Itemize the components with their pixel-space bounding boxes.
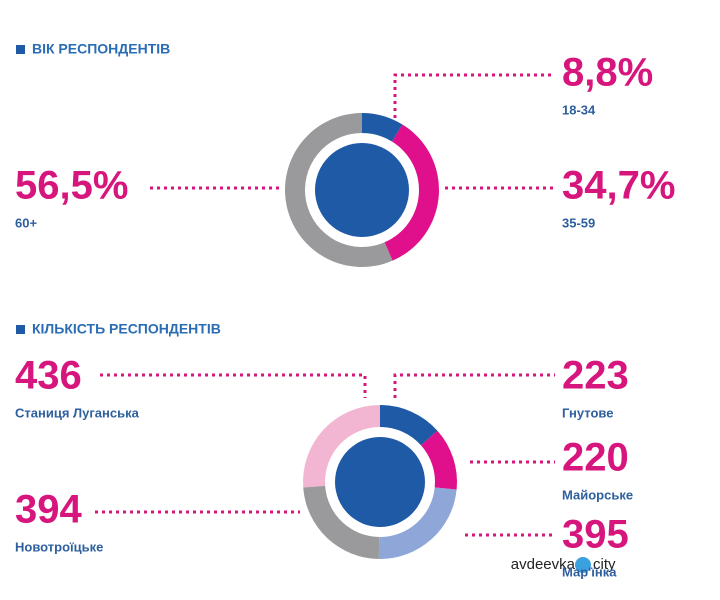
- donut-segment: [420, 430, 458, 490]
- watermark-dot: [575, 557, 591, 573]
- watermark: city: [593, 556, 616, 573]
- donut-segment: [303, 485, 380, 559]
- donut-segment: [378, 487, 457, 559]
- heading-marker: [16, 325, 25, 334]
- donut-center: [315, 143, 409, 237]
- donut-segment: [303, 405, 380, 488]
- value-label: 395: [562, 513, 629, 557]
- connector: [100, 373, 367, 398]
- category-label: 35-59: [562, 215, 595, 230]
- value-label: 34,7%: [562, 164, 675, 208]
- chart-title: ВІК РЕСПОНДЕНТІВ: [32, 41, 170, 57]
- donut-segment: [384, 124, 439, 261]
- value-label: 436: [15, 354, 82, 398]
- connector: [393, 373, 555, 398]
- donut-segment: [285, 113, 393, 268]
- value-label: 8,8%: [562, 51, 653, 95]
- donut-center: [335, 437, 425, 527]
- category-label: 60+: [15, 215, 37, 230]
- category-label: Станиця Луганська: [15, 405, 140, 420]
- value-label: 223: [562, 354, 629, 398]
- value-label: 394: [15, 488, 82, 532]
- category-label: Гнутове: [562, 405, 613, 420]
- value-label: 56,5%: [15, 164, 128, 208]
- watermark: avdeevka: [511, 556, 576, 573]
- category-label: Мар'їнка: [562, 564, 617, 579]
- donut-segment: [362, 113, 403, 142]
- connector: [393, 73, 555, 118]
- heading-marker: [16, 45, 25, 54]
- value-label: 220: [562, 436, 629, 480]
- category-label: 18-34: [562, 102, 596, 117]
- chart-title: КІЛЬКІСТЬ РЕСПОНДЕНТІВ: [32, 321, 221, 337]
- category-label: Новотроїцьке: [15, 539, 103, 554]
- donut-segment: [380, 405, 438, 446]
- category-label: Майорське: [562, 487, 633, 502]
